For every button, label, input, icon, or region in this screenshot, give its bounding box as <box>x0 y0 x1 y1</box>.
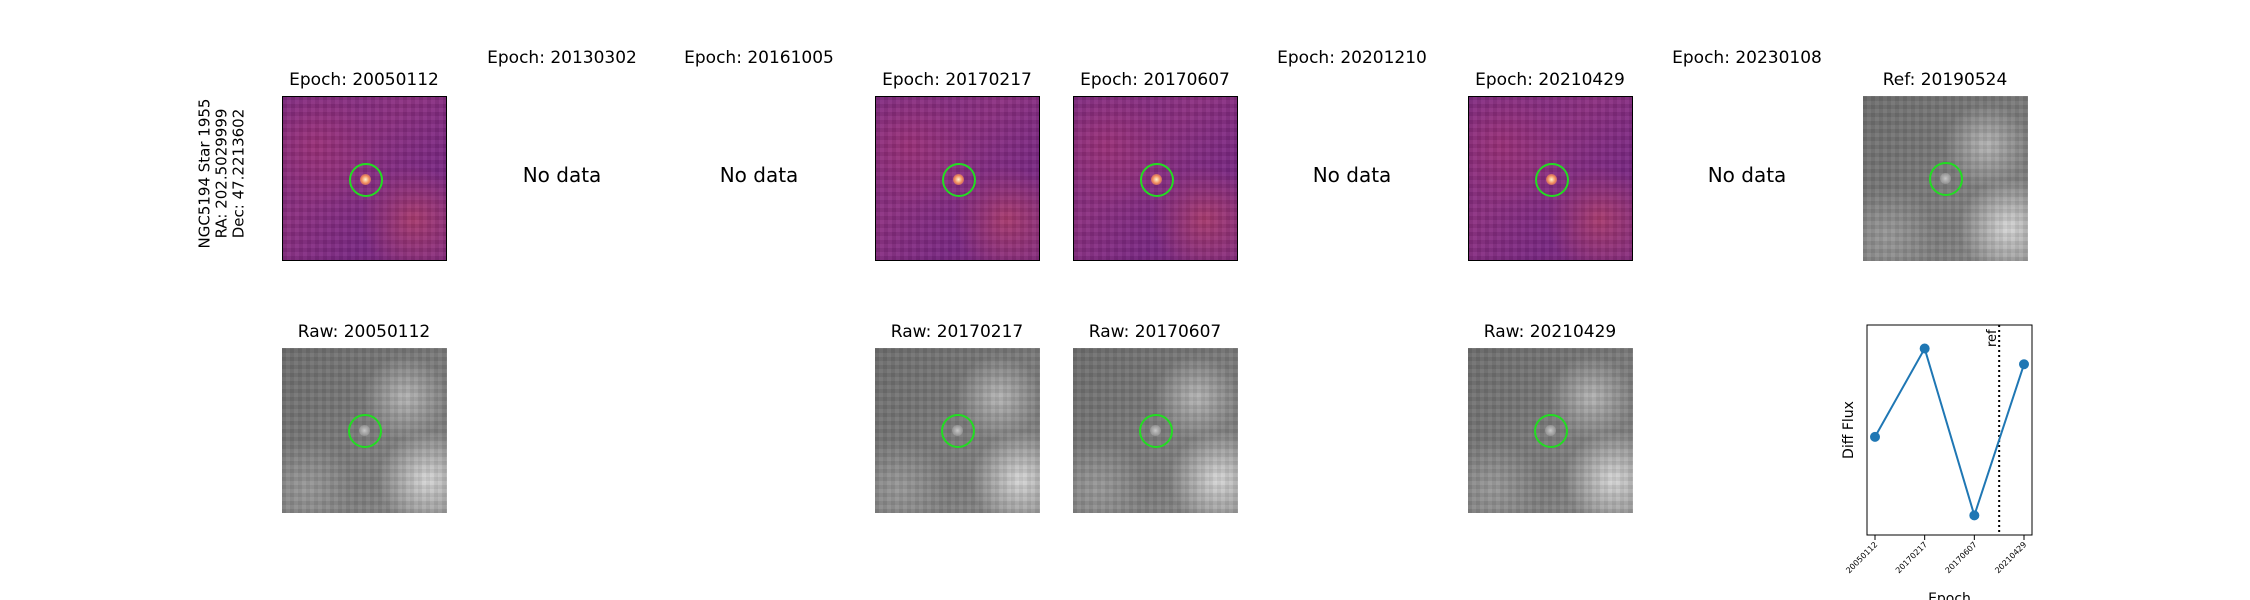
flux-point <box>1969 510 1980 521</box>
aperture-circle <box>1140 163 1174 197</box>
epoch-title-7: Epoch: 20210429 <box>1475 70 1625 90</box>
ref-image-20190524 <box>1863 96 2028 261</box>
raw-image-20050112 <box>282 348 447 513</box>
aperture-circle <box>942 163 976 197</box>
flux-point <box>2019 359 2029 370</box>
epoch-title-2: Epoch: 20130302 <box>487 48 637 68</box>
diff-image-20050112 <box>282 96 447 261</box>
y-axis-label: Diff Flux <box>1841 401 1857 459</box>
raw-title-1: Raw: 20050112 <box>297 322 431 342</box>
no-data-20130302: No data <box>522 163 602 187</box>
aperture-circle <box>348 414 382 448</box>
star-ra: RA: 202.5029999 <box>212 108 231 239</box>
aperture-circle <box>349 163 383 197</box>
star-name: NGC5194 Star 1955 <box>195 98 214 249</box>
plot-frame <box>1866 324 2033 536</box>
flux-series-line <box>1874 346 2025 519</box>
raw-title-3: Raw: 20170607 <box>1088 322 1222 342</box>
x-tick-label: 20050112 <box>1844 540 1879 575</box>
aperture-circle <box>941 414 975 448</box>
diff-image-20210429 <box>1468 96 1633 261</box>
flux-point <box>1870 431 1880 442</box>
aperture-circle <box>1535 163 1569 197</box>
raw-image-20170607 <box>1073 348 1238 513</box>
diff-image-20170217 <box>875 96 1040 261</box>
star-dec: Dec: 47.2213602 <box>229 108 248 239</box>
epoch-title-5: Epoch: 20170607 <box>1080 70 1230 90</box>
raw-title-4: Raw: 20210429 <box>1483 322 1617 342</box>
aperture-circle <box>1534 414 1568 448</box>
aperture-circle <box>1139 414 1173 448</box>
raw-image-20210429 <box>1468 348 1633 513</box>
no-data-20230108: No data <box>1707 163 1787 187</box>
diff-image-20170607 <box>1073 96 1238 261</box>
epoch-title-4: Epoch: 20170217 <box>882 70 1032 90</box>
no-data-20161005: No data <box>719 163 799 187</box>
raw-title-2: Raw: 20170217 <box>890 322 1024 342</box>
x-tick-label: 20170217 <box>1894 540 1929 575</box>
no-data-20201210: No data <box>1312 163 1392 187</box>
epoch-title-6: Epoch: 20201210 <box>1277 48 1427 68</box>
raw-image-20170217 <box>875 348 1040 513</box>
ref-label: ref <box>1985 329 2000 347</box>
flux-point <box>1919 343 1930 354</box>
aperture-circle <box>1929 162 1963 196</box>
ref-title: Ref: 20190524 <box>1882 70 2008 90</box>
x-tick-label: 20210429 <box>1993 540 2028 575</box>
epoch-title-3: Epoch: 20161005 <box>684 48 834 68</box>
epoch-title-1: Epoch: 20050112 <box>289 70 439 90</box>
epoch-title-8: Epoch: 20230108 <box>1672 48 1822 68</box>
x-axis-label: Epoch <box>1928 591 1971 600</box>
x-tick-label: 20170607 <box>1944 540 1979 575</box>
light-curve-chart: 20050112 20170217 20170607 20210429 ref Dif… <box>1841 324 2033 600</box>
